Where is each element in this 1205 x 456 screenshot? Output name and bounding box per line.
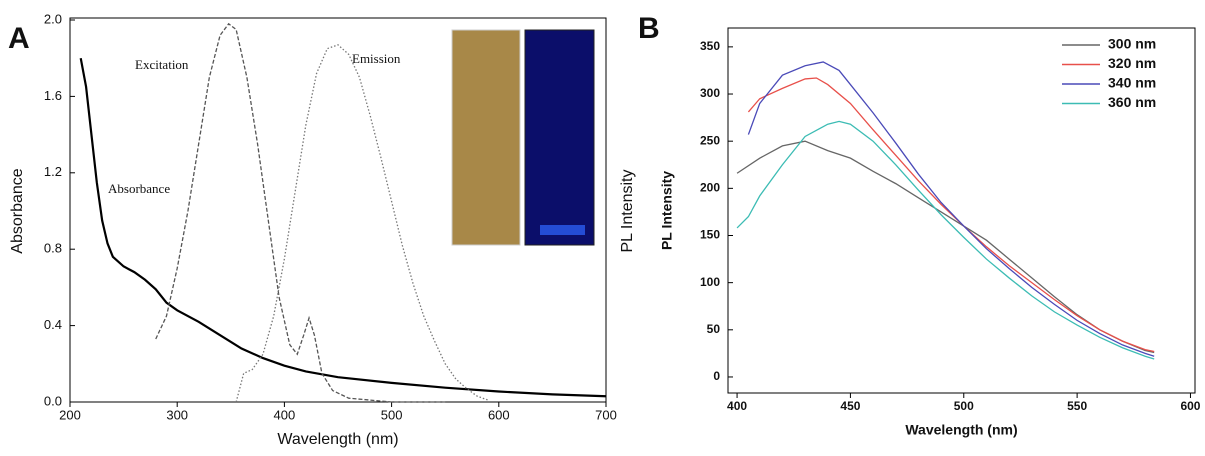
- series-line: [736, 140, 1155, 354]
- y-tick-label: 200: [700, 181, 720, 195]
- x-tick-label: 500: [954, 399, 974, 413]
- x-tick-label: 400: [727, 399, 747, 413]
- series-line: [736, 120, 1155, 360]
- y-tick-label: 1.2: [44, 164, 62, 179]
- x-tick-label: 500: [381, 407, 403, 422]
- inset-vial-daylight: [451, 29, 521, 246]
- x-tick-label: 700: [595, 407, 617, 422]
- y-tick-label: 350: [700, 39, 720, 53]
- y-tick-label: 300: [700, 86, 720, 100]
- y-axis-label: PL Intensity: [659, 171, 675, 250]
- inset-glow: [540, 225, 585, 235]
- x-tick-label: 550: [1067, 399, 1087, 413]
- x-axis-label: Wavelength (nm): [277, 431, 398, 448]
- plot-frame: [69, 17, 607, 403]
- y-tick-label: 250: [700, 133, 720, 147]
- y-tick-label: 100: [700, 275, 720, 289]
- x-tick-label: 300: [166, 407, 188, 422]
- x-tick-label: 600: [1180, 399, 1200, 413]
- x-tick-label: 600: [488, 407, 510, 422]
- y-tick-label: 2.0: [44, 11, 62, 26]
- series-line: [747, 61, 1155, 357]
- y-tick-label: 0.4: [44, 317, 62, 332]
- series-line: [155, 22, 446, 403]
- legend-label: 340 nm: [1108, 75, 1156, 91]
- y-tick-label: 150: [700, 228, 720, 242]
- y-tick-label: 0: [713, 369, 720, 383]
- series-annotation: Emission: [352, 51, 401, 66]
- plot-frame: [727, 27, 1196, 394]
- y-tick-label: 0.0: [44, 393, 62, 408]
- series-annotation: Absorbance: [108, 181, 170, 196]
- x-axis-label: Wavelength (nm): [905, 422, 1017, 438]
- x-tick-label: 450: [840, 399, 860, 413]
- series-line: [235, 44, 489, 403]
- x-tick-label: 200: [59, 407, 81, 422]
- y-tick-label: 1.6: [44, 88, 62, 103]
- legend-label: 360 nm: [1108, 94, 1156, 110]
- series-line: [79, 57, 607, 398]
- panel-label: A: [8, 22, 30, 55]
- legend-label: 320 nm: [1108, 55, 1156, 71]
- series-annotation: Excitation: [135, 57, 189, 72]
- y-tick-label: 0.8: [44, 241, 62, 256]
- x-tick-label: 400: [274, 407, 296, 422]
- y2-axis-label: PL Intensity: [619, 169, 636, 252]
- inset-vial-uv: [524, 29, 595, 246]
- y-tick-label: 50: [707, 322, 721, 336]
- y-axis-label: Absorbance: [9, 168, 26, 253]
- panel-label: B: [638, 12, 660, 45]
- legend-label: 300 nm: [1108, 36, 1156, 52]
- series-line: [747, 77, 1155, 353]
